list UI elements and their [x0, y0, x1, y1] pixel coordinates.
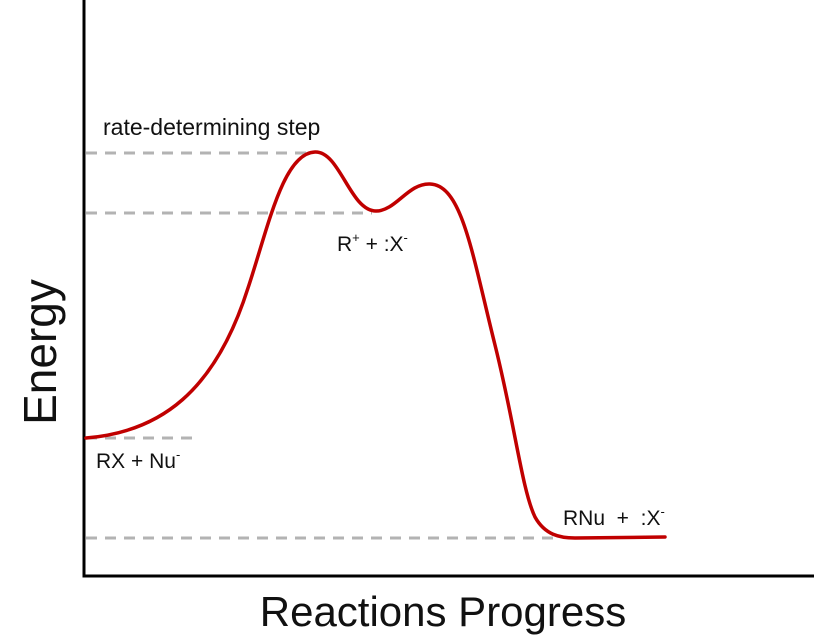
x-axis-title: Reactions Progress — [260, 588, 627, 635]
intermediate-label: R+ + :X- — [337, 230, 408, 256]
y-axis-title: Energy — [14, 279, 66, 425]
products-label: RNu + :X- — [563, 504, 665, 530]
reaction-curve — [84, 150, 667, 540]
reactants-label: RX + Nu- — [96, 447, 180, 473]
rate-determining-step-label: rate-determining step — [103, 114, 320, 140]
